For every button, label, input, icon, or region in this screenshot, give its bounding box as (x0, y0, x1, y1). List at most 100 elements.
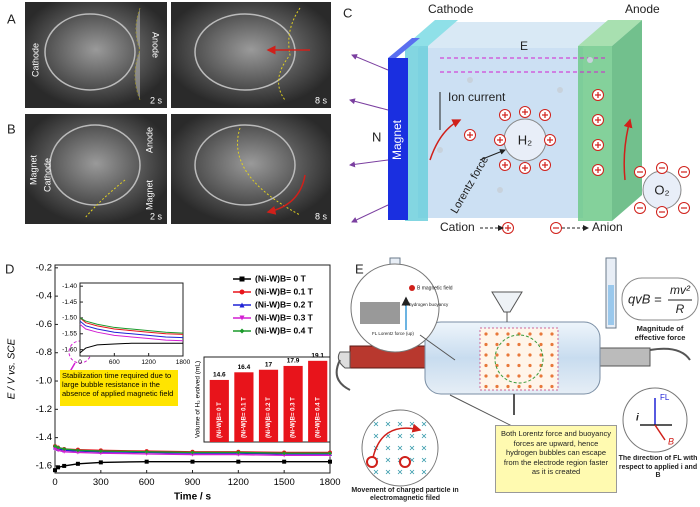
dot (550, 342, 554, 347)
panel-d: D Stabilization time required due to lar… (5, 261, 341, 502)
particle (366, 456, 378, 468)
electrode (360, 302, 400, 324)
dot (528, 342, 532, 347)
dot (517, 353, 521, 357)
marker (190, 450, 195, 455)
x-mark (421, 421, 427, 427)
series-line (79, 317, 184, 335)
bubble-front (84, 179, 126, 219)
dot (550, 332, 554, 336)
dot (495, 353, 499, 357)
x-mark (373, 469, 379, 475)
anode-side (612, 20, 642, 221)
arrow (429, 119, 462, 161)
tag: B magnetic field (417, 285, 453, 291)
x-tick-label: 600 (139, 477, 155, 488)
caption: Movement of charged particle in electrom… (351, 487, 459, 502)
marker (236, 450, 241, 455)
x-mark (397, 421, 403, 427)
y-tick-label: -1.45 (62, 299, 77, 306)
marker (53, 446, 57, 451)
particle (557, 87, 563, 93)
panel-label: C (343, 5, 352, 20)
x-mark (421, 433, 427, 439)
legend-label: (Ni-W)B= 0.4 T (255, 325, 314, 335)
marker (53, 444, 57, 449)
dot (506, 332, 510, 336)
dot (539, 384, 543, 389)
trajectory (371, 423, 422, 463)
dot (506, 384, 510, 389)
x-tick-label: 0 (52, 477, 57, 488)
photo-label: Cathode (30, 43, 40, 77)
y-tick-label: -0.2 (36, 262, 52, 273)
time: 8 s (315, 95, 328, 105)
formula-frame (621, 277, 699, 321)
electrode-region (479, 327, 559, 391)
field-arrow (351, 54, 389, 71)
y-tick-label: -0.8 (36, 347, 52, 358)
photo (25, 2, 167, 108)
bar (308, 360, 328, 442)
annotation: Stabilization time required due to large… (60, 370, 178, 406)
dot (495, 374, 499, 378)
label: E (520, 39, 528, 53)
y-tick-label: -1.40 (62, 283, 77, 290)
marker (190, 459, 195, 464)
series-line (79, 342, 183, 354)
y-tick-label: -1.4 (36, 432, 52, 443)
beaker-rim (194, 13, 296, 91)
marker (56, 445, 61, 450)
arrow (623, 118, 633, 181)
dot (539, 374, 543, 378)
anode (578, 46, 612, 221)
wire (335, 359, 351, 391)
photo (171, 114, 331, 224)
dot (517, 342, 521, 347)
category-label: (Ni-W)B= 0.1 T (241, 397, 247, 438)
caption-box: Movement of charged particle in electrom… (351, 487, 459, 502)
tag: FL Lorentz force (up) (372, 331, 414, 336)
photo-label: Magnet (144, 179, 154, 210)
field-marks (373, 421, 427, 475)
particle (467, 77, 473, 83)
beaker-rim (194, 124, 296, 206)
legend-marker (239, 328, 245, 334)
x-mark (421, 445, 427, 451)
marker (75, 461, 80, 466)
dot (528, 363, 532, 368)
marker (53, 468, 57, 473)
leader (419, 334, 456, 361)
dot (539, 353, 543, 357)
dot (484, 353, 488, 357)
y-tick-label: -1.6 (36, 460, 52, 471)
marker (75, 450, 80, 455)
dot (528, 384, 532, 389)
y-axis-label: Volume of H₂ evolved (mL) (195, 361, 202, 438)
y-tick-label: -0.6 (36, 319, 52, 330)
dot (484, 363, 488, 368)
note-box: Both Lorentz force and buoyancy forces a… (495, 425, 617, 493)
bar (209, 379, 229, 442)
dot (495, 342, 499, 347)
marker (62, 463, 67, 468)
caption-box: The direction of FL with respect to appl… (619, 455, 698, 479)
legend-label: (Ni-W)B= 0.1 T (255, 286, 314, 296)
photo-label: Cathode (42, 158, 52, 192)
x-tick-label: 900 (185, 477, 201, 488)
x-mark (397, 469, 403, 475)
panel-b: B Magnet Cathode Anode Magnet 2 s 8 s (7, 114, 331, 224)
dot (539, 332, 543, 336)
dot (550, 363, 554, 368)
value-label: 16.4 (238, 364, 251, 371)
legend-label: (Ni-W)B= 0.3 T (255, 312, 314, 322)
liquid (608, 285, 614, 325)
formula: mv² (670, 283, 691, 297)
panel-label: D (5, 261, 14, 276)
bar (283, 365, 303, 442)
marker (328, 453, 332, 458)
caption: Magnitude of effective force (634, 324, 686, 342)
label: Ion current (448, 90, 506, 104)
series-line (54, 446, 330, 455)
wire (649, 347, 691, 361)
